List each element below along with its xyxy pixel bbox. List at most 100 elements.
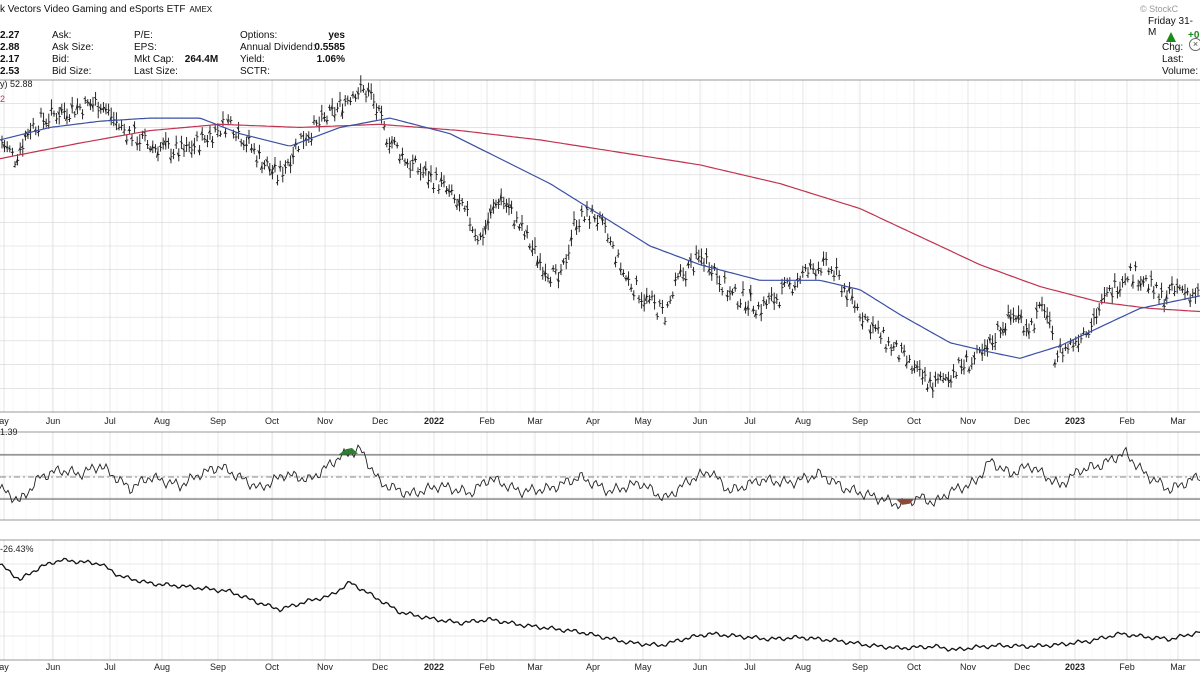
- price-bar-open-tick: [423, 165, 427, 172]
- price-bar-open-tick: [1188, 299, 1191, 305]
- price-bar-open-tick: [829, 268, 832, 271]
- price-bar-open-tick: [548, 279, 551, 284]
- price-bar-open-tick: [85, 101, 89, 103]
- price-bar-open-tick: [561, 259, 564, 264]
- price-bar-open-tick: [709, 271, 713, 277]
- price-bar-open-tick: [1097, 307, 1100, 311]
- price-bar-open-tick: [613, 260, 616, 265]
- price-bar-open-tick: [1133, 265, 1136, 267]
- price-bar-open-tick: [348, 100, 351, 102]
- price-bar-open-tick: [936, 378, 939, 381]
- price-bar-open-tick: [1136, 285, 1139, 287]
- price-bar-open-tick: [488, 208, 492, 216]
- price-bar-open-tick: [811, 267, 814, 271]
- x-axis-tick-label: Jun: [46, 416, 61, 426]
- price-bar-open-tick: [5, 145, 8, 150]
- price-bar-open-tick: [897, 356, 900, 361]
- price-bar-open-tick: [106, 111, 109, 114]
- price-bar-open-tick: [1162, 303, 1165, 308]
- price-bar-open-tick: [1006, 314, 1009, 317]
- price-bar-open-tick: [1154, 284, 1157, 287]
- price-bar-open-tick: [569, 236, 572, 242]
- price-bar-open-tick: [902, 350, 905, 354]
- left-value: 2.88: [0, 42, 20, 53]
- price-bar-open-tick: [161, 142, 164, 146]
- price-bar-open-tick: [741, 290, 744, 294]
- exchange-label: AMEX: [189, 5, 213, 14]
- price-bar-open-tick: [473, 235, 476, 238]
- price-bar-open-tick: [226, 118, 229, 123]
- pe-label: P/E:: [134, 30, 153, 41]
- price-bar-open-tick: [515, 220, 517, 222]
- eps-label: EPS:: [134, 42, 157, 53]
- price-bar-open-tick: [616, 254, 619, 257]
- price-bar-open-tick: [400, 153, 403, 157]
- x-axis-tick-label: Apr: [586, 416, 600, 426]
- price-bar-open-tick: [369, 90, 372, 95]
- price-bar-open-tick: [447, 188, 450, 194]
- price-bar-open-tick: [1110, 292, 1113, 297]
- price-bar-open-tick: [850, 295, 853, 301]
- price-bar-open-tick: [504, 203, 507, 207]
- price-bar-open-tick: [31, 124, 34, 126]
- price-bar-open-tick: [361, 89, 364, 92]
- x-axis-tick-label: 2022: [424, 662, 444, 672]
- price-bar-open-tick: [860, 323, 863, 327]
- price-bar-open-tick: [722, 275, 726, 278]
- price-bar-open-tick: [1151, 289, 1155, 293]
- rsi-panel: [0, 444, 1200, 510]
- x-axis-tick-label: Jul: [744, 662, 756, 672]
- x-axis-tick-label: Feb: [479, 416, 495, 426]
- x-axis-tick-label: Sep: [852, 662, 868, 672]
- price-bar-open-tick: [683, 277, 687, 282]
- x-axis-tick-label: 2023: [1065, 416, 1085, 426]
- rsi-oversold-fill: [896, 499, 914, 505]
- price-bar-open-tick: [962, 367, 965, 371]
- price-bar-open-tick: [826, 270, 830, 273]
- price-bar-open-tick: [1196, 287, 1199, 289]
- price-bar-open-tick: [476, 238, 478, 241]
- price-bar-open-tick: [595, 223, 598, 227]
- x-axis-tick-label: Oct: [265, 416, 280, 426]
- left-value: 2.17: [0, 54, 20, 65]
- price-bar-open-tick: [153, 146, 156, 149]
- price-bar-open-tick: [1055, 353, 1058, 355]
- price-bar-open-tick: [702, 261, 705, 264]
- price-bar-open-tick: [816, 268, 819, 271]
- price-bar-open-tick: [618, 268, 622, 273]
- price-bar-open-tick: [764, 301, 767, 306]
- price-bar-open-tick: [83, 97, 86, 100]
- price-bar-open-tick: [491, 205, 494, 211]
- price-bar-open-tick: [1034, 307, 1038, 311]
- price-bar-open-tick: [478, 234, 481, 236]
- price-bar-open-tick: [114, 123, 117, 126]
- x-axis-tick-label: Oct: [265, 662, 280, 672]
- price-bar-open-tick: [1047, 321, 1051, 326]
- x-axis-tick-label: Sep: [852, 416, 868, 426]
- mkt-cap-key: Mkt Cap:: [134, 54, 175, 65]
- price-bar-open-tick: [75, 103, 78, 111]
- price-bar-open-tick: [871, 322, 874, 327]
- price-bar-open-tick: [967, 368, 970, 372]
- price-bar-open-tick: [1191, 294, 1193, 297]
- x-axis-tick-label: Sep: [210, 416, 226, 426]
- price-bar-open-tick: [1003, 326, 1006, 334]
- price-bar-open-tick: [780, 282, 783, 284]
- price-bar-open-tick: [574, 225, 577, 231]
- x-axis-tick-label: Dec: [372, 662, 389, 672]
- price-bar-open-tick: [1177, 286, 1181, 290]
- long-moving-average-line: [0, 123, 1200, 313]
- close-icon[interactable]: ×: [1189, 38, 1200, 51]
- price-bar-open-tick: [891, 345, 895, 349]
- price-bar-open-tick: [1172, 293, 1175, 295]
- price-bar-open-tick: [748, 288, 752, 298]
- price-bar-open-tick: [1014, 317, 1017, 320]
- price-bar-open-tick: [894, 341, 897, 345]
- fundamentals-labels: P/E: EPS: Mkt Cap: 264.4M Last Size:: [134, 30, 218, 78]
- x-axis-tick-label: Jun: [46, 662, 61, 672]
- price-bar-open-tick: [819, 269, 822, 273]
- x-axis-tick-label: Nov: [960, 662, 977, 672]
- x-axis-tick-label: 2023: [1065, 662, 1085, 672]
- price-bar-open-tick: [1016, 314, 1019, 319]
- price-bar-open-tick: [366, 87, 369, 93]
